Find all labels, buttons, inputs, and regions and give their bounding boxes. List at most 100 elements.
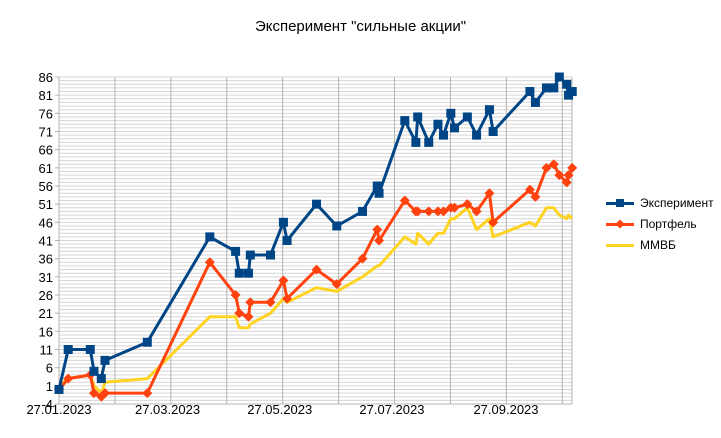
y-tick-label: 1 [46, 379, 53, 394]
data-point [484, 105, 494, 115]
y-tick-label: 66 [39, 143, 53, 158]
data-point [554, 72, 564, 82]
data-point [471, 206, 482, 217]
line-icon [606, 240, 634, 250]
series-2 [58, 206, 574, 395]
data-point [63, 373, 74, 384]
y-tick-label: 71 [39, 125, 53, 140]
data-point [99, 388, 110, 399]
y-tick-label: 26 [39, 288, 53, 303]
legend-label: Портфель [640, 216, 697, 231]
data-point [205, 232, 215, 242]
data-point [541, 162, 552, 173]
data-point [399, 195, 410, 206]
y-tick-label: -4 [41, 397, 53, 412]
legend-item-portfolio: Портфель [606, 213, 714, 234]
y-tick-label: 56 [39, 179, 53, 194]
y-tick-label: 46 [39, 215, 53, 230]
data-point [282, 293, 293, 304]
data-point [230, 290, 241, 300]
data-point [85, 345, 95, 354]
legend-label: Эксперимент [640, 195, 714, 210]
data-point [142, 337, 152, 347]
data-point [567, 87, 577, 97]
data-point [374, 235, 385, 246]
data-point [524, 184, 535, 195]
data-point [245, 250, 255, 260]
data-point [563, 170, 574, 181]
data-point [488, 217, 499, 228]
y-tick-label: 16 [39, 324, 53, 339]
x-tick-label: 27.05.2023 [247, 402, 312, 417]
legend-label: ММВБ [640, 237, 676, 252]
data-point [278, 275, 289, 286]
y-tick-label: 21 [39, 306, 53, 321]
data-point [567, 162, 578, 173]
data-point [541, 83, 551, 93]
data-point [433, 119, 443, 129]
data-point [412, 206, 423, 217]
x-tick-label: 27.09.2023 [473, 402, 538, 417]
data-point [234, 308, 245, 319]
data-point [266, 250, 276, 260]
data-point [142, 388, 153, 399]
data-point [462, 199, 473, 210]
data-point [357, 253, 368, 264]
data-point [423, 206, 434, 217]
data-point [234, 268, 244, 278]
legend-item-experiment: Эксперимент [606, 192, 714, 213]
square-marker-icon [606, 198, 634, 208]
series-1 [54, 159, 578, 402]
y-tick-label: 11 [40, 343, 54, 358]
legend-item-mmvb: ММВБ [606, 234, 714, 255]
data-point [372, 181, 382, 191]
grid [58, 76, 573, 405]
data-point [530, 191, 541, 202]
x-tick-label: 27.03.2023 [135, 402, 200, 417]
data-point [562, 79, 572, 89]
y-tick-label: 41 [39, 234, 53, 249]
data-point [438, 130, 448, 140]
data-point [472, 130, 482, 140]
data-point [278, 217, 288, 227]
series-group [54, 72, 578, 402]
x-tick-label: 27.01.2023 [26, 402, 91, 417]
data-point [548, 159, 559, 170]
series-0 [54, 72, 577, 394]
diamond-marker-icon [606, 218, 634, 229]
data-point [438, 206, 449, 217]
data-point [446, 108, 456, 118]
y-tick-label: 81 [39, 88, 53, 103]
x-tick-label: 27.07.2023 [359, 402, 424, 417]
data-point [243, 311, 254, 322]
data-point [311, 264, 322, 275]
data-point [424, 137, 434, 147]
data-point [462, 112, 472, 122]
data-point [231, 246, 241, 256]
data-point [89, 366, 99, 376]
data-point [449, 123, 459, 133]
data-point [63, 345, 73, 354]
data-point [484, 188, 495, 199]
y-tick-label: 61 [39, 161, 53, 176]
y-tick-label: 6 [46, 361, 53, 376]
data-point [332, 221, 342, 231]
data-point [411, 137, 421, 147]
data-point [488, 127, 498, 136]
y-tick-label: 36 [39, 252, 53, 267]
data-point [331, 279, 342, 290]
data-point [88, 388, 99, 399]
y-tick-label: 31 [39, 270, 53, 285]
data-point [204, 257, 215, 268]
data-point [265, 297, 276, 308]
data-point [432, 206, 443, 217]
data-point [549, 83, 559, 93]
y-tick-label: 76 [39, 106, 53, 121]
data-point [96, 374, 106, 384]
data-point [245, 297, 256, 308]
legend: Эксперимент Портфель ММВБ [606, 192, 714, 255]
data-point [312, 199, 322, 209]
data-point [243, 268, 253, 278]
data-point [525, 87, 535, 97]
